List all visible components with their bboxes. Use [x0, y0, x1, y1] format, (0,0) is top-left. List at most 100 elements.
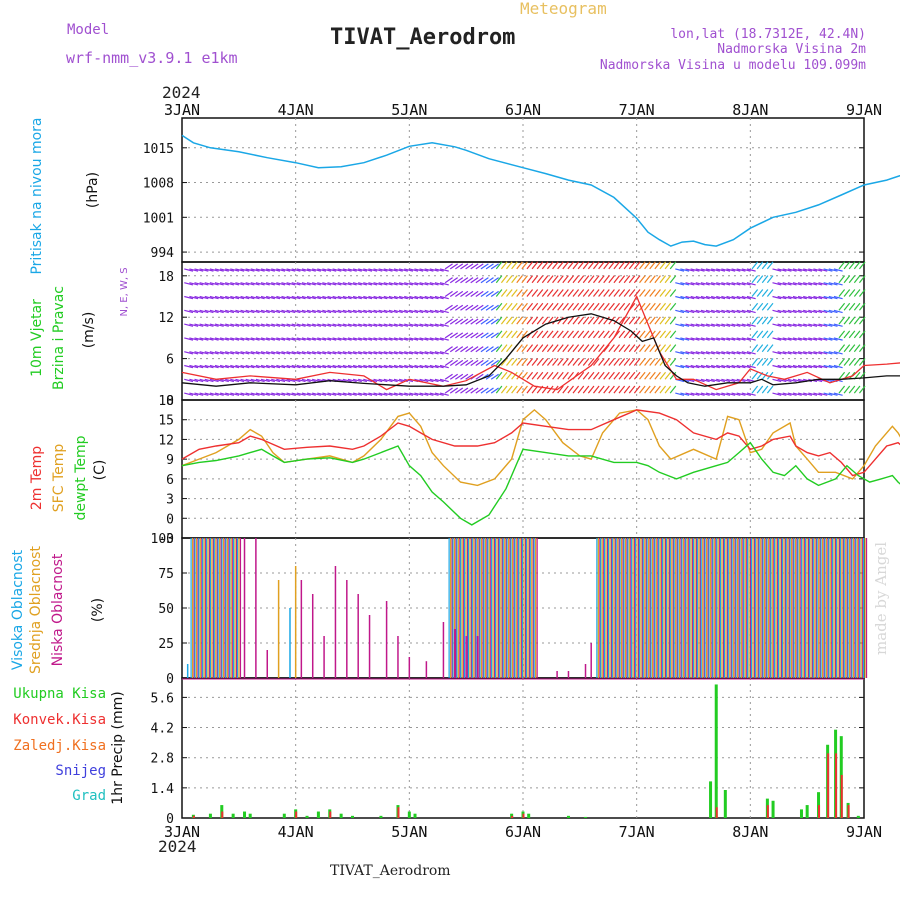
wind-barb	[700, 351, 710, 355]
wind-barb	[843, 330, 851, 339]
wind-barb	[271, 323, 281, 327]
wind-barb	[352, 323, 362, 327]
wind-barb	[813, 364, 823, 369]
wind-barb	[404, 268, 414, 272]
wind-barb	[291, 309, 301, 314]
wind-barb	[644, 275, 651, 284]
wind-barb	[618, 316, 626, 325]
wind-barb	[777, 295, 787, 300]
wind-barb	[649, 371, 656, 380]
wind-barb	[843, 261, 851, 270]
wind-barb	[388, 309, 398, 314]
wind-barb	[209, 364, 219, 369]
wind-barb	[623, 358, 631, 366]
wind-barb	[255, 309, 265, 314]
precip-total-bar	[282, 813, 286, 818]
wind-barb	[567, 330, 574, 339]
wind-barb	[409, 268, 419, 272]
wind-barb	[327, 323, 337, 327]
wind-barb	[265, 323, 275, 327]
wind-barb	[710, 378, 720, 383]
credit: made by Angel	[872, 542, 890, 655]
wind-barb	[378, 351, 388, 355]
wind-barb	[500, 302, 508, 311]
wind-barb	[204, 268, 214, 272]
wind-barb	[721, 295, 731, 300]
wind-barb	[393, 392, 403, 396]
wind-barb	[235, 323, 245, 327]
wind-barb	[414, 392, 424, 396]
wind-barb	[746, 337, 756, 341]
wind-barb	[843, 316, 851, 325]
wind-barb	[276, 323, 286, 327]
wind-barb	[414, 351, 424, 355]
wind-barb	[633, 344, 641, 353]
wind-barb	[746, 268, 756, 272]
wind-barb	[373, 282, 383, 286]
wind-barb	[409, 282, 419, 286]
wind-barb	[721, 268, 731, 272]
wind-barb	[409, 337, 419, 341]
wind-barb	[470, 290, 479, 297]
wind-barb	[567, 385, 574, 394]
wind-barb	[710, 268, 720, 272]
x-tick-label-bottom: 8JAN	[732, 823, 768, 841]
wind-barb	[516, 275, 523, 284]
wind-barb	[480, 332, 489, 339]
wind-barb	[649, 358, 656, 366]
wind-barb	[255, 282, 265, 286]
wind-barb	[644, 289, 651, 297]
wind-barb	[260, 337, 270, 341]
wind-barb	[833, 392, 843, 396]
wind-barb	[766, 289, 774, 297]
wind-barb	[306, 323, 316, 327]
wind-barb	[562, 385, 569, 394]
wind-barb	[853, 316, 861, 325]
wind-barb	[587, 316, 595, 325]
precip-total-bar	[208, 813, 212, 818]
wind-barb	[843, 344, 851, 353]
y-tick-label: 25	[158, 637, 174, 652]
wind-barb	[741, 268, 751, 272]
wind-barb	[219, 295, 229, 300]
wind-barb	[546, 358, 554, 366]
wind-barb	[363, 337, 373, 341]
wind-barb	[250, 378, 260, 383]
wind-barb	[311, 337, 322, 341]
wind-barb	[716, 282, 726, 286]
wind-barb	[772, 337, 782, 341]
wind-barb	[761, 289, 769, 297]
wind-barb	[705, 378, 715, 383]
wind-barb	[731, 295, 741, 300]
wind-barb	[721, 337, 731, 341]
wind-barb	[500, 371, 508, 380]
wind-barb	[398, 337, 408, 341]
wind-barb	[751, 330, 759, 339]
wind-barb	[613, 344, 620, 353]
wind-barb	[741, 337, 751, 341]
wind-barb	[265, 309, 275, 314]
wind-barb	[419, 323, 429, 327]
wind-barb	[230, 351, 240, 355]
wind-barb	[541, 316, 549, 325]
wind-barb	[766, 344, 774, 353]
x-tick-label-top: 3JAN	[164, 101, 200, 119]
wind-barb	[690, 337, 700, 341]
wind-barb	[797, 351, 807, 355]
wind-barb	[230, 392, 240, 396]
ylabel-wind-1: 10m Vjetar	[29, 299, 45, 377]
wind-barb	[782, 351, 792, 355]
wind-barb	[449, 304, 459, 311]
wind-barb	[352, 392, 362, 396]
wind-barb	[633, 275, 641, 284]
wind-barb	[317, 337, 327, 341]
wind-barb	[296, 378, 306, 383]
wind-barb	[506, 316, 513, 325]
wind-barb	[444, 318, 453, 325]
wind-barb	[460, 387, 469, 394]
wind-barb	[623, 316, 631, 325]
wind-barb	[690, 364, 700, 369]
wind-barb	[306, 364, 316, 369]
wind-barb	[342, 268, 352, 272]
wind-barb	[721, 309, 731, 314]
